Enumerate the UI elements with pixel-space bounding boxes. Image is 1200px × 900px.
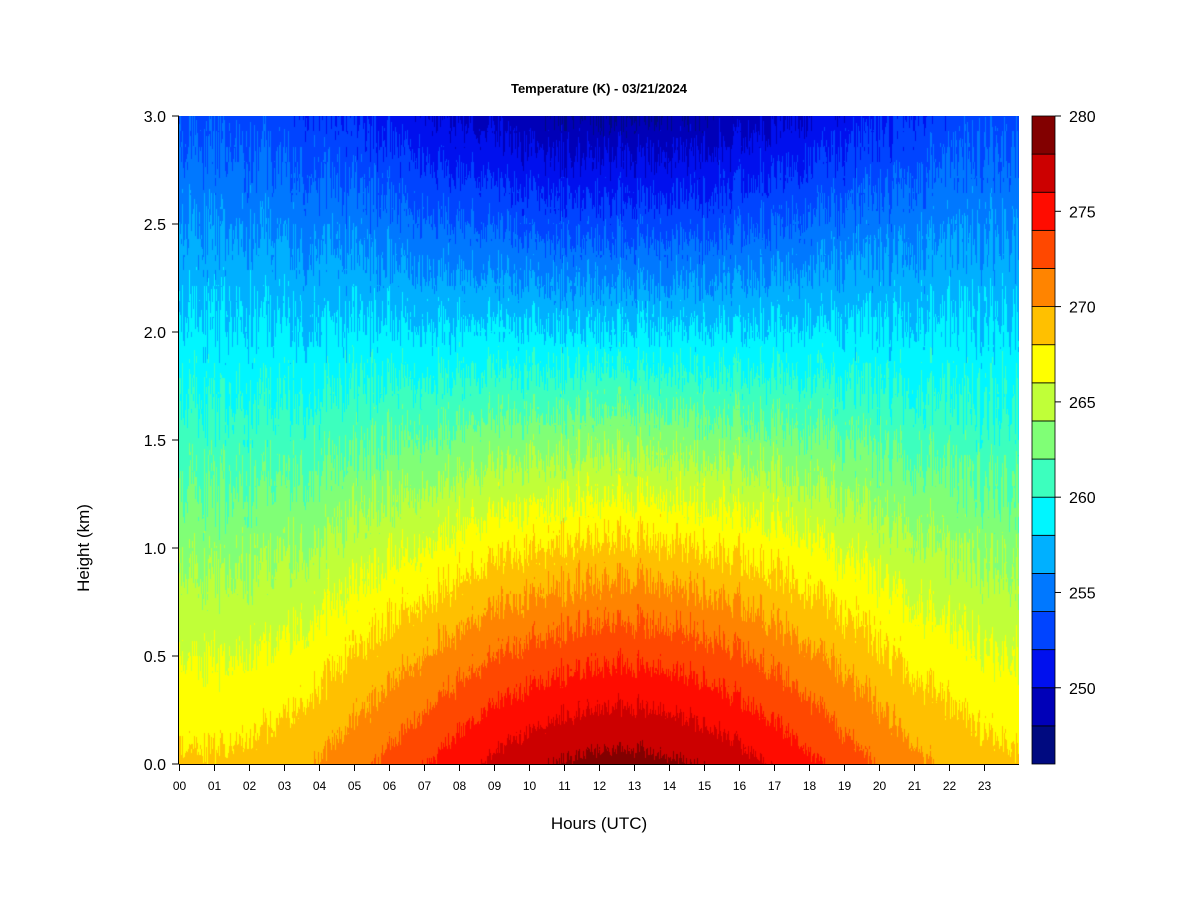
colorbar-tick-label: 260 [1069, 490, 1096, 507]
y-tick-label: 3.0 [144, 109, 166, 126]
x-tick-label: 19 [838, 779, 852, 793]
colorbar-tick-label: 280 [1069, 109, 1096, 126]
x-tick-label: 13 [628, 779, 642, 793]
x-tick-label: 18 [803, 779, 817, 793]
x-tick-label: 16 [733, 779, 747, 793]
x-tick-label: 09 [488, 779, 502, 793]
y-tick-label: 0.0 [144, 757, 166, 774]
colorbar-swatch [1031, 573, 1056, 612]
x-tick-label: 23 [978, 779, 992, 793]
y-axis-label: Height (km) [74, 504, 93, 592]
colorbar: 250 255 260 265 270 275 280 [1031, 109, 1096, 765]
x-tick-label: 05 [348, 779, 362, 793]
colorbar-swatch [1031, 458, 1056, 498]
heatmap-plot-area [179, 116, 1019, 764]
y-tick-label: 2.5 [144, 217, 166, 234]
colorbar-swatch [1031, 153, 1056, 193]
colorbar-swatch [1031, 306, 1056, 346]
x-tick-label: 06 [383, 779, 397, 793]
x-tick-label: 11 [558, 779, 571, 793]
colorbar-swatch [1031, 687, 1056, 727]
y-tick-label: 2.0 [144, 325, 166, 342]
x-tick-label: 08 [453, 779, 467, 793]
colorbar-swatch [1031, 191, 1056, 231]
y-tick-label: 1.5 [144, 433, 166, 450]
x-tick-label: 00 [173, 779, 187, 793]
x-axis-label: Hours (UTC) [551, 814, 647, 833]
colorbar-swatch [1031, 229, 1056, 269]
x-tick-label: 22 [943, 779, 957, 793]
colorbar-swatch [1031, 382, 1056, 422]
x-tick-label: 21 [908, 779, 922, 793]
colorbar-tick-label: 255 [1069, 585, 1096, 602]
x-tick-label: 04 [313, 779, 327, 793]
x-tick-label: 01 [208, 779, 222, 793]
colorbar-swatch [1031, 649, 1056, 689]
colorbar-swatch [1031, 725, 1056, 765]
colorbar-swatch [1031, 268, 1056, 307]
colorbar-swatch [1031, 344, 1056, 384]
colorbar-tick-label: 270 [1069, 300, 1096, 317]
x-tick-label: 03 [278, 779, 292, 793]
colorbar-swatch [1031, 496, 1056, 536]
colorbar-tick-label: 250 [1069, 681, 1096, 698]
x-tick-label: 17 [768, 779, 782, 793]
colorbar-tick-label: 275 [1069, 204, 1096, 221]
x-tick-label: 07 [418, 779, 432, 793]
colorbar-swatch [1031, 611, 1056, 651]
colorbar-swatch [1031, 534, 1056, 574]
chart-title: Temperature (K) - 03/21/2024 [511, 81, 688, 96]
axes: 0.0 0.5 1.0 1.5 2.0 2.5 3.0 00 01 02 03 04 05 06 07 08 0… [144, 109, 1019, 793]
x-tick-label: 14 [663, 779, 677, 793]
colorbar-tick-label: 265 [1069, 395, 1096, 412]
x-tick-label: 12 [593, 779, 607, 793]
x-tick-label: 10 [523, 779, 537, 793]
x-tick-label: 02 [243, 779, 257, 793]
y-tick-label: 1.0 [144, 541, 166, 558]
x-tick-label: 15 [698, 779, 712, 793]
y-tick-label: 0.5 [144, 649, 166, 666]
colorbar-swatch [1031, 420, 1056, 460]
colorbar-swatch [1031, 115, 1056, 155]
x-tick-label: 20 [873, 779, 887, 793]
heatmap-image [179, 116, 1019, 764]
